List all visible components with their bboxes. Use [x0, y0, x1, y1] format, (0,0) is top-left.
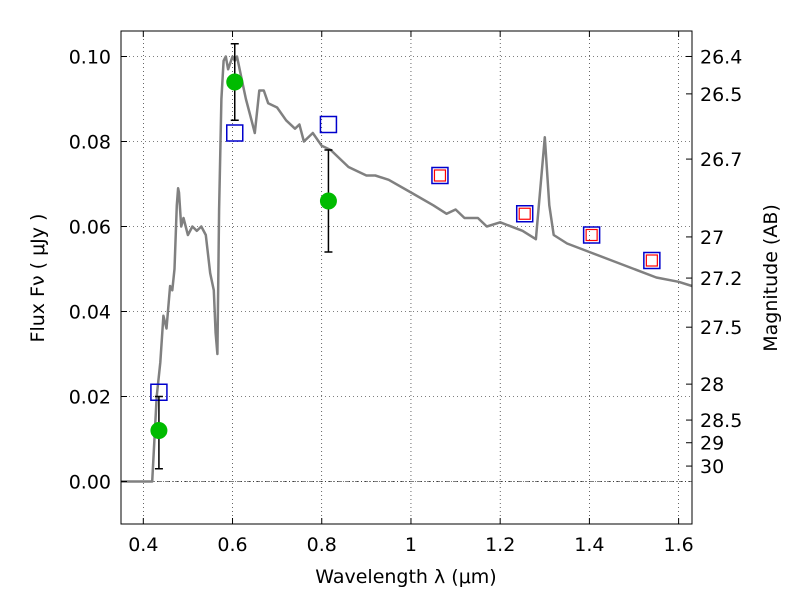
- x-tick-label: 1.4: [574, 534, 604, 556]
- tick-layer: 0.4 0.6 0.8 1 1.2 1.4 1.6 0.00 0.02 0.04 0.06 0.08 0…: [69, 31, 742, 556]
- y2-tick-label: 26.7: [700, 149, 742, 171]
- x-tick-label: 0.6: [217, 534, 247, 556]
- y2-tick-label: 28: [700, 374, 724, 396]
- y2-axis-title: Magnitude (AB): [760, 204, 782, 352]
- model-square-point: [582, 226, 601, 244]
- model-square-point: [319, 115, 338, 134]
- grid: [121, 31, 692, 524]
- x-tick-label: 1.2: [485, 534, 515, 556]
- y2-tick-label: 28.5: [700, 410, 742, 432]
- x-tick-label: 1.6: [664, 534, 694, 556]
- x-axis-title: Wavelength λ (μm): [315, 566, 496, 588]
- inner-square-point: [585, 228, 598, 242]
- y-tick-label: 0.06: [69, 217, 111, 239]
- y-axis-title: Flux Fν ( μJy ): [27, 214, 49, 343]
- y-tick-label: 0.02: [69, 387, 111, 409]
- model-square-point: [431, 166, 449, 185]
- y2-tick-label: 27: [700, 227, 724, 249]
- y2-tick-label: 26.5: [700, 84, 742, 106]
- x-tick-label: 1: [405, 534, 417, 556]
- inner-square-point: [518, 207, 531, 220]
- y2-tick-label: 29: [700, 433, 724, 455]
- sed-curve: [121, 55, 693, 483]
- inner-square-point: [645, 254, 658, 267]
- y2-tick-label: 26.4: [700, 46, 742, 68]
- y-tick-label: 0.10: [69, 47, 111, 69]
- plot-frame: [120, 30, 693, 525]
- marker-layer: [150, 43, 661, 470]
- model-square-point: [643, 251, 661, 270]
- y-tick-label: 0.04: [69, 302, 111, 324]
- sed-layer: [121, 55, 693, 483]
- observed-point: [226, 73, 244, 91]
- y-tick-label: 0.00: [69, 472, 111, 494]
- observed-point: [319, 192, 337, 210]
- y2-tick-label: 30: [700, 456, 724, 478]
- model-square-point: [226, 124, 244, 142]
- y2-tick-label: 27.2: [700, 268, 742, 290]
- x-tick-label: 0.4: [128, 534, 158, 556]
- model-square-point: [515, 205, 534, 223]
- y-tick-label: 0.08: [69, 132, 111, 154]
- y2-tick-label: 27.5: [700, 317, 742, 339]
- x-tick-label: 0.8: [307, 534, 337, 556]
- observed-point: [150, 422, 168, 439]
- inner-square-point: [433, 169, 447, 182]
